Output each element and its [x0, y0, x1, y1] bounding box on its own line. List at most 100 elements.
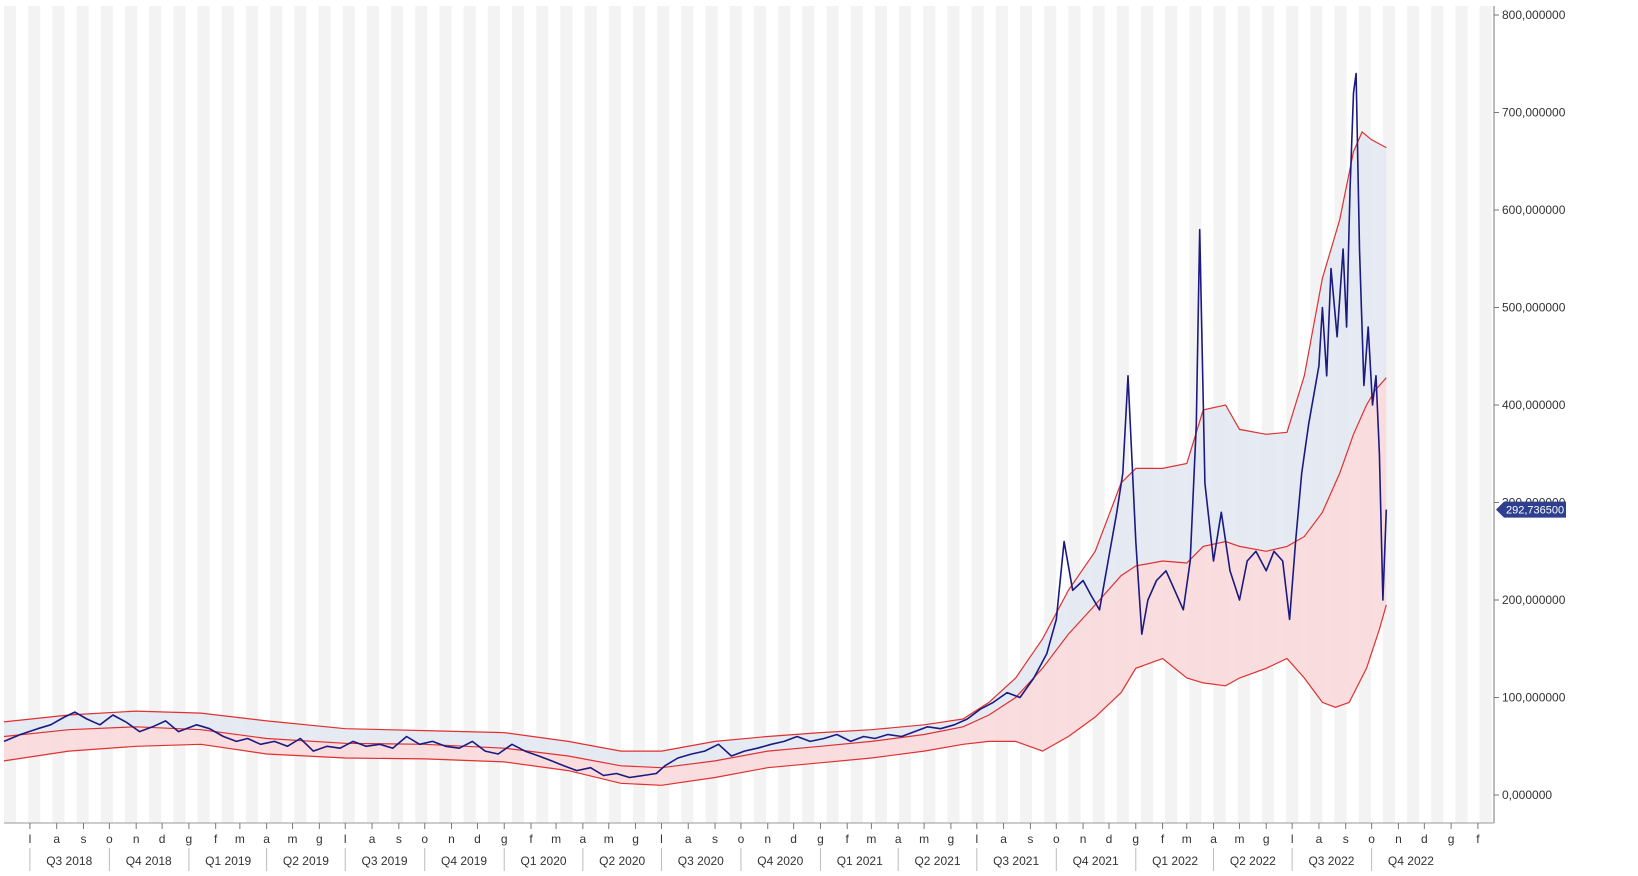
- background-band: [560, 6, 573, 823]
- x-quarter-label: Q4 2022: [1388, 854, 1434, 868]
- x-month-label: m: [551, 832, 561, 846]
- x-month-label: o: [1368, 832, 1375, 846]
- x-month-label: n: [1395, 832, 1402, 846]
- background-band: [971, 6, 984, 823]
- x-month-label: f: [1161, 832, 1165, 846]
- x-month-label: s: [1343, 832, 1349, 846]
- background-band: [1140, 6, 1154, 823]
- x-month-label: l: [660, 832, 663, 846]
- x-quarter-label: Q3 2018: [46, 854, 92, 868]
- x-quarter-label: Q4 2018: [126, 854, 172, 868]
- weekly-background-bands: [4, 6, 1492, 823]
- x-month-label: f: [1476, 832, 1480, 846]
- background-band: [415, 6, 428, 823]
- x-month-label: m: [235, 832, 245, 846]
- x-quarter-label: Q4 2019: [441, 854, 487, 868]
- x-quarter-label: Q4 2021: [1073, 854, 1119, 868]
- background-band: [1479, 6, 1492, 823]
- x-month-label: a: [369, 832, 376, 846]
- background-band: [342, 6, 355, 823]
- x-month-label: a: [1000, 832, 1007, 846]
- x-month-label: s: [1027, 832, 1033, 846]
- background-band: [318, 6, 331, 823]
- background-band: [1455, 6, 1468, 823]
- background-band: [632, 6, 646, 823]
- x-month-label: f: [529, 832, 533, 846]
- x-month-label: g: [948, 832, 955, 846]
- x-quarter-label: Q2 2021: [914, 854, 960, 868]
- y-tick-label: 500,000000: [1502, 301, 1566, 315]
- x-quarter-label: Q3 2022: [1308, 854, 1354, 868]
- x-month-label: g: [316, 832, 323, 846]
- background-band: [608, 6, 621, 823]
- x-month-label: g: [1263, 832, 1270, 846]
- background-band: [1189, 6, 1202, 823]
- x-month-label: a: [1210, 832, 1217, 846]
- background-band: [391, 6, 404, 823]
- background-band: [729, 6, 742, 823]
- background-band: [197, 6, 210, 823]
- x-quarter-label: Q1 2021: [837, 854, 883, 868]
- y-tick-label: 100,000000: [1502, 691, 1566, 705]
- x-month-label: o: [738, 832, 745, 846]
- background-band: [584, 6, 597, 823]
- x-month-label: m: [1182, 832, 1192, 846]
- x-quarter-label: Q1 2020: [521, 854, 567, 868]
- upper-band-line: [3, 131, 1387, 752]
- x-month-label: a: [53, 832, 60, 846]
- x-month-label: d: [1421, 832, 1428, 846]
- background-band: [76, 6, 89, 823]
- y-tick-label: 700,000000: [1502, 106, 1566, 120]
- background-band: [1261, 6, 1275, 823]
- x-month-label: a: [1316, 832, 1323, 846]
- background-band: [512, 6, 525, 823]
- last-value-label: 292,736500: [1506, 505, 1564, 517]
- background-band: [245, 6, 259, 823]
- lower-band-fill: [4, 377, 1387, 786]
- price-line: [3, 72, 1388, 779]
- x-month-label: m: [919, 832, 929, 846]
- last-value-marker: 292,736500: [1496, 501, 1566, 518]
- x-month-label: l: [29, 832, 32, 846]
- y-tick-label: 400,000000: [1502, 398, 1566, 412]
- background-band: [536, 6, 549, 823]
- x-month-label: o: [106, 832, 113, 846]
- x-quarter-label: Q2 2020: [599, 854, 645, 868]
- y-tick-label: 800,000000: [1502, 8, 1566, 22]
- x-month-label: d: [474, 832, 481, 846]
- x-month-label: a: [895, 832, 902, 846]
- x-month-label: n: [764, 832, 771, 846]
- x-month-label: g: [1132, 832, 1139, 846]
- background-band: [802, 6, 815, 823]
- x-quarter-label: Q3 2019: [362, 854, 408, 868]
- background-band: [705, 6, 718, 823]
- x-month-label: m: [288, 832, 298, 846]
- x-month-label: m: [604, 832, 614, 846]
- x-month-label: f: [214, 832, 218, 846]
- background-band: [463, 6, 476, 823]
- x-month-label: g: [501, 832, 508, 846]
- background-band: [4, 6, 17, 823]
- x-month-label: l: [344, 832, 347, 846]
- background-band: [439, 6, 452, 823]
- background-band: [995, 6, 1008, 823]
- background-band: [874, 6, 887, 823]
- background-band: [52, 6, 65, 823]
- background-band: [28, 6, 41, 823]
- x-month-label: m: [866, 832, 876, 846]
- x-month-label: s: [80, 832, 86, 846]
- background-band: [366, 6, 379, 823]
- background-band: [850, 6, 863, 823]
- x-quarter-label: Q4 2020: [757, 854, 803, 868]
- x-quarter-label: Q3 2021: [993, 854, 1039, 868]
- y-axis: 0,000000100,000000200,000000300,00000040…: [1493, 6, 1566, 823]
- x-month-label: d: [159, 832, 166, 846]
- background-band: [1237, 6, 1250, 823]
- x-month-label: n: [133, 832, 140, 846]
- x-quarter-label: Q1 2019: [205, 854, 251, 868]
- y-tick-label: 600,000000: [1502, 203, 1566, 217]
- x-month-label: o: [421, 832, 428, 846]
